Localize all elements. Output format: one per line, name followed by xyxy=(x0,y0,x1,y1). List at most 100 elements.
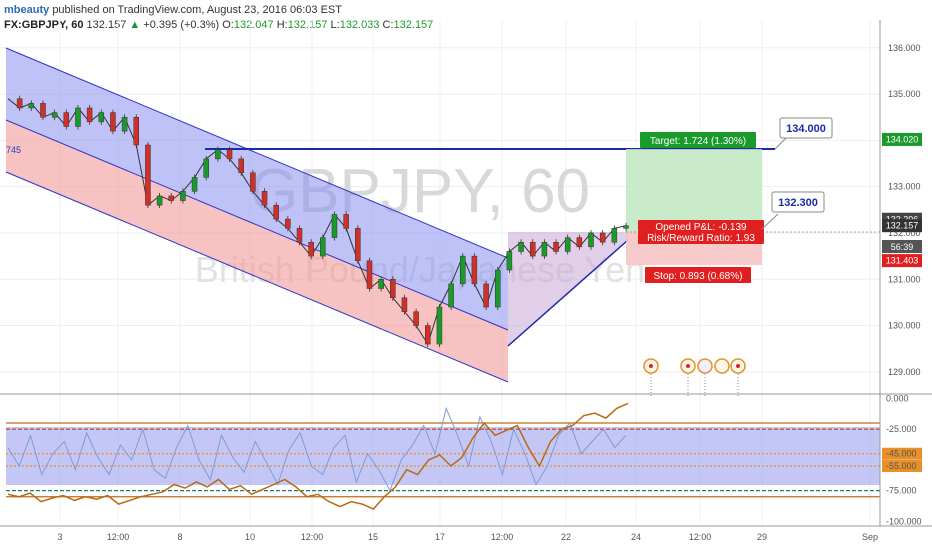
candle-body xyxy=(529,241,536,257)
candle-body xyxy=(425,325,431,345)
time-tick-label: 15 xyxy=(368,532,378,542)
time-tick-label: 17 xyxy=(435,532,445,542)
time-tick-label: 12:00 xyxy=(107,532,130,542)
candle-body xyxy=(343,214,349,229)
candle-body xyxy=(250,172,256,192)
oscillator-level-tag xyxy=(882,460,922,473)
channel-mid-line[interactable] xyxy=(5,119,509,331)
candle-body xyxy=(378,279,384,289)
high-value: 132.157 xyxy=(287,19,328,31)
oscillator-level-tag xyxy=(882,447,922,460)
callout-label-134: 134.000 xyxy=(786,123,826,135)
callout-box-134[interactable] xyxy=(779,117,833,139)
candle-body xyxy=(180,191,186,201)
time-tick-label: 29 xyxy=(757,532,767,542)
time-tick-label: Sep xyxy=(862,532,878,542)
price-tag-label: 132.157 xyxy=(886,221,919,231)
price-tag-label: 131.403 xyxy=(886,256,919,266)
time-tick-label: 10 xyxy=(245,532,255,542)
time-tick-label: 22 xyxy=(561,532,571,542)
candle-body xyxy=(285,218,291,229)
price-tick-label: 135.000 xyxy=(888,89,921,99)
price-tick-label: 129.000 xyxy=(888,367,921,377)
candle-body xyxy=(448,283,454,308)
channel-bottom-line[interactable] xyxy=(5,171,509,383)
oscillator-blue-line xyxy=(7,406,627,492)
target-label: Target: 1.724 (1.30%) xyxy=(650,136,746,147)
candle-body xyxy=(506,251,513,271)
candle-body xyxy=(413,311,419,326)
channel-lower-band xyxy=(6,120,508,382)
candle-body xyxy=(436,306,443,345)
candle-body xyxy=(576,237,583,248)
candle-body xyxy=(588,232,594,248)
oscillator-tick-label: -55.000 xyxy=(886,461,917,471)
callout-box-132[interactable] xyxy=(771,191,825,213)
time-tick-label: 8 xyxy=(177,532,182,542)
candle-body xyxy=(226,149,233,160)
author-name[interactable]: mbeauty xyxy=(4,4,50,16)
candle-body xyxy=(86,107,93,123)
candle-body xyxy=(471,255,478,285)
candle-body xyxy=(40,103,46,118)
close-label: C: xyxy=(382,19,394,31)
candle-body xyxy=(541,241,548,257)
candle-body xyxy=(401,297,408,312)
candle-body xyxy=(483,283,489,308)
candle-body xyxy=(320,237,326,257)
stop-label-box xyxy=(645,267,751,283)
open-label: O: xyxy=(222,19,234,31)
event-marker-icon[interactable] xyxy=(714,358,730,374)
symbol-label: FX:GBPJPY, 60 xyxy=(4,19,84,31)
event-dot-icon xyxy=(686,364,690,368)
target-label-box xyxy=(640,132,756,148)
price-axis[interactable]: 129.000 130.000 131.000 132.000 133.000 134.0… xyxy=(888,43,921,377)
triangle-pattern xyxy=(508,232,628,346)
candle-body xyxy=(494,269,501,308)
candle-body xyxy=(133,116,140,146)
event-dot-icon xyxy=(736,364,740,368)
up-arrow-icon: ▲ xyxy=(129,19,141,31)
callout-pointer-132 xyxy=(761,213,779,230)
oscillator-tick-label: -25.000 xyxy=(886,424,917,434)
candle-body xyxy=(518,241,524,252)
channel-top-line[interactable] xyxy=(5,47,509,259)
channel-upper-band xyxy=(6,48,508,330)
candle-body xyxy=(599,232,606,243)
oscillator-tick-label: -45.000 xyxy=(886,449,917,459)
candle-body xyxy=(366,260,373,289)
candle-body xyxy=(261,191,268,206)
oscillator-tick-label: -100.000 xyxy=(886,516,922,526)
oscillator-axis[interactable]: 0.000 -25.000 -45.000 -55.000 -75.000 -100.00… xyxy=(882,393,922,526)
countdown-tag xyxy=(882,240,922,253)
channel-label: 745 xyxy=(6,145,21,155)
callout-label-132: 132.300 xyxy=(778,197,818,209)
time-axis[interactable]: 3 12:00 8 10 12:00 15 17 12:00 22 24 12:00 29 Sep xyxy=(57,532,878,542)
rsi-line xyxy=(7,402,629,510)
publish-header: mbeauty published on TradingView.com, Au… xyxy=(4,2,342,18)
time-tick-label: 12:00 xyxy=(491,532,514,542)
candle-body xyxy=(390,279,396,299)
candle-body xyxy=(145,144,151,206)
uk-flag-icon[interactable] xyxy=(697,358,713,374)
oscillator-band xyxy=(6,427,880,485)
publish-info: published on TradingView.com, August 23,… xyxy=(52,4,342,16)
candle-body xyxy=(623,225,629,229)
price-tick-label: 132.000 xyxy=(888,228,921,238)
open-value: 132.047 xyxy=(233,19,274,31)
stop-label: Stop: 0.893 (0.68%) xyxy=(654,271,743,282)
price-tick-label: 133.000 xyxy=(888,182,921,192)
triangle-support-line[interactable] xyxy=(507,239,629,347)
price-tick-label: 131.000 xyxy=(888,274,921,284)
candle-body xyxy=(98,112,105,123)
oscillator-tick-label: -75.000 xyxy=(886,486,917,496)
price-tag-box xyxy=(882,254,922,268)
event-markers[interactable] xyxy=(643,358,746,396)
candle-body xyxy=(308,241,314,257)
candle-body xyxy=(296,228,303,243)
event-dot-icon xyxy=(649,364,653,368)
candle-body xyxy=(121,116,128,132)
high-label: H: xyxy=(276,19,288,31)
